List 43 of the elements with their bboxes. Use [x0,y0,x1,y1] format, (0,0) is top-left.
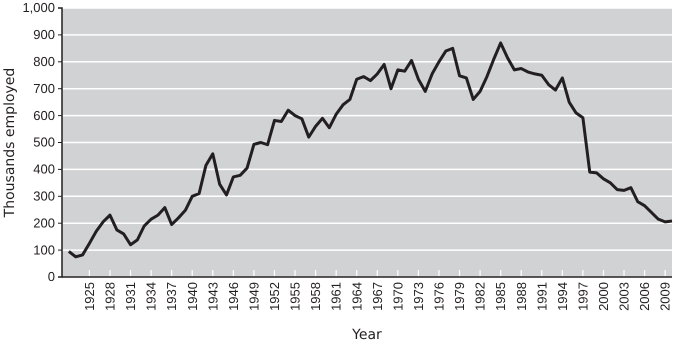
x-tick-label: 2009 [658,282,673,311]
x-tick-label: 1976 [432,282,447,311]
x-tick-label: 1952 [267,282,282,311]
x-tick-label: 1928 [102,282,118,311]
x-tick-label: 1982 [472,282,488,311]
y-tick-label: 900 [33,27,55,42]
x-tick-label: 1973 [410,282,426,311]
y-tick-label: 600 [33,108,55,123]
x-tick-label: 1988 [514,282,529,311]
y-tick-label: 700 [33,80,55,96]
x-tick-label: 1934 [144,282,159,311]
x-tick-label: 1997 [575,282,590,311]
x-tick-label: 1925 [82,282,97,311]
y-tick-label: 200 [33,215,55,230]
y-tick-label: 500 [33,134,55,150]
x-tick-label: 1964 [349,282,364,311]
x-tick-label: 1946 [226,282,241,311]
y-tick-label: 800 [33,54,55,69]
x-tick-label: 1955 [288,282,303,311]
line-series [67,41,674,258]
x-tick-label: 1943 [205,282,220,311]
x-tick-label: 1958 [308,282,324,311]
y-tick-label: 300 [33,188,55,204]
x-tick-label: 1985 [493,282,508,311]
x-tick-label: 1949 [246,282,262,311]
x-tick-label: 1940 [184,282,200,311]
y-tick-label: 0 [48,269,55,284]
x-axis-title: Year [351,327,382,343]
x-tick-label: 1991 [534,282,550,311]
x-tick-label: 1979 [452,282,468,311]
x-tick-label: 1994 [554,282,570,311]
x-tick-label: 1961 [328,282,344,311]
y-axis-title: Thousands employed [2,68,18,218]
y-tick-label: 100 [33,242,55,258]
x-tick-label: 1970 [390,282,406,311]
x-tick-label: 2000 [596,282,612,311]
x-tick-label: 1931 [123,282,138,311]
y-tick-label: 1,000 [22,0,55,16]
x-tick-label: 1967 [370,282,385,311]
y-tick-label: 400 [33,162,55,177]
x-tick-label: 2006 [637,282,652,311]
x-tick-label: 2003 [616,282,632,311]
x-tick-label: 1937 [164,282,180,311]
